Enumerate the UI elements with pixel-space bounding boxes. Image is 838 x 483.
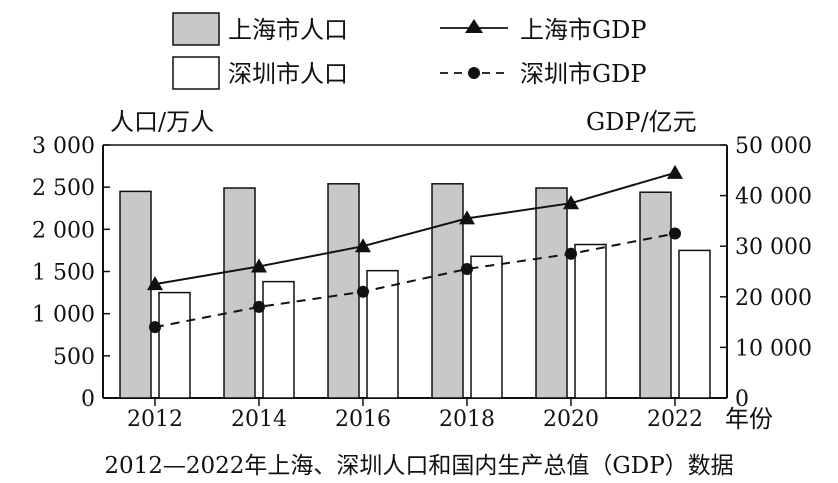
bar-shanghai-population: [431, 183, 464, 399]
bar-shenzhen-population: [574, 243, 607, 399]
legend-swatch-shanghai-population: [172, 12, 220, 46]
left-tick-label: 1 000: [32, 303, 95, 328]
point-shanghai-gdp: [459, 210, 475, 225]
point-shanghai-gdp: [147, 276, 163, 291]
legend: 上海市人口 上海市GDP 深圳市人口 深圳市GDP: [172, 12, 647, 90]
bar-shanghai-population: [535, 187, 568, 399]
bar-shanghai-population: [327, 183, 360, 399]
point-shanghai-gdp: [355, 238, 371, 253]
legend-swatch-shenzhen-population: [172, 56, 220, 90]
legend-label-shanghai-population: 上海市人口: [228, 16, 348, 44]
right-tick-label: 0: [735, 387, 749, 412]
point-shenzhen-gdp: [357, 285, 369, 298]
bar-shanghai-population: [639, 191, 672, 399]
x-tick-label: 2022: [647, 407, 703, 432]
right-tick-label: 50 000: [735, 134, 812, 159]
line-shenzhen-gdp: [154, 232, 676, 329]
right-axis-unit-label: GDP/亿元: [586, 108, 697, 136]
left-tick-label: 500: [53, 345, 95, 370]
left-tick-label: 1 500: [32, 261, 95, 286]
x-tick-label: 2016: [335, 407, 391, 432]
right-tick-label: 40 000: [735, 185, 812, 210]
right-tick-label: 10 000: [735, 336, 812, 361]
bar-shenzhen-population: [366, 269, 399, 399]
point-shanghai-gdp: [251, 258, 267, 273]
chart-caption: 2012—2022年上海、深圳人口和国内生产总值（GDP）数据: [104, 453, 733, 479]
legend-label-shenzhen-population: 深圳市人口: [228, 60, 348, 88]
left-tick-label: 0: [81, 387, 95, 412]
point-shenzhen-gdp: [565, 247, 577, 260]
bar-shenzhen-population: [470, 255, 503, 399]
x-tick-label: 2012: [127, 407, 183, 432]
point-shenzhen-gdp: [149, 321, 161, 334]
point-shanghai-gdp: [667, 164, 683, 179]
plot-area: 0 500 1 000 1 500 2 000 2 500 3 000 0 10 000 20 0…: [32, 134, 812, 432]
left-axis-unit-label: 人口/万人: [110, 108, 214, 136]
left-tick-label: 3 000: [32, 134, 95, 159]
right-tick-label: 20 000: [735, 286, 812, 311]
legend-marker-triangle-icon: [465, 19, 483, 33]
legend-marker-circle-icon: [468, 67, 480, 79]
left-tick-label: 2 000: [32, 218, 95, 243]
legend-label-shanghai-gdp: 上海市GDP: [520, 16, 647, 44]
x-tick-label: 2018: [439, 407, 495, 432]
point-shanghai-gdp: [563, 195, 579, 210]
bar-shenzhen-population: [158, 291, 191, 399]
point-shenzhen-gdp: [461, 262, 473, 275]
line-shanghai-gdp: [154, 171, 676, 286]
left-tick-label: 2 500: [32, 176, 95, 201]
bar-shenzhen-population: [262, 280, 295, 399]
point-shenzhen-gdp: [253, 300, 265, 313]
x-tick-label: 2014: [231, 407, 287, 432]
x-axis-label: 年份: [725, 405, 773, 433]
x-tick-label: 2020: [543, 407, 599, 432]
bar-shanghai-population: [223, 187, 256, 399]
legend-label-shenzhen-gdp: 深圳市GDP: [520, 60, 647, 88]
bar-shanghai-population: [119, 190, 152, 399]
bar-shenzhen-population: [678, 249, 711, 399]
point-shenzhen-gdp: [669, 227, 681, 240]
right-tick-label: 30 000: [735, 235, 812, 260]
